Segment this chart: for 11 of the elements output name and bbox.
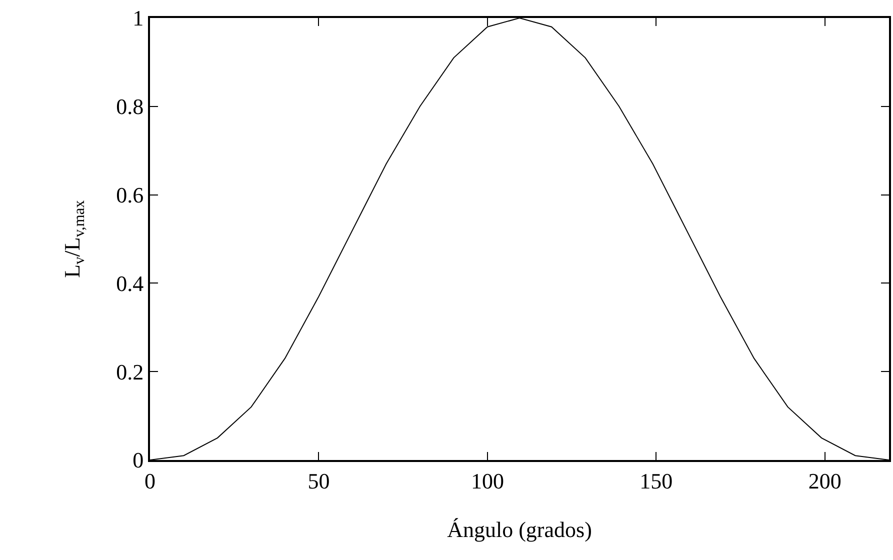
y-tick-label: 0 [132,448,144,473]
x-axis-title: Ángulo (grados) [447,517,592,542]
x-tick-label: 50 [308,468,330,494]
y-tick-label: 1 [132,6,144,31]
x-tick-label: 100 [470,468,504,494]
y-tick-label: 0.4 [116,270,144,296]
y-tick-label: 0.6 [116,182,144,208]
x-tick-label: 150 [640,468,673,494]
x-tick-label: 200 [808,468,842,494]
y-tick-label: 0.8 [116,94,144,120]
y-tick-label: 0.2 [116,359,144,384]
